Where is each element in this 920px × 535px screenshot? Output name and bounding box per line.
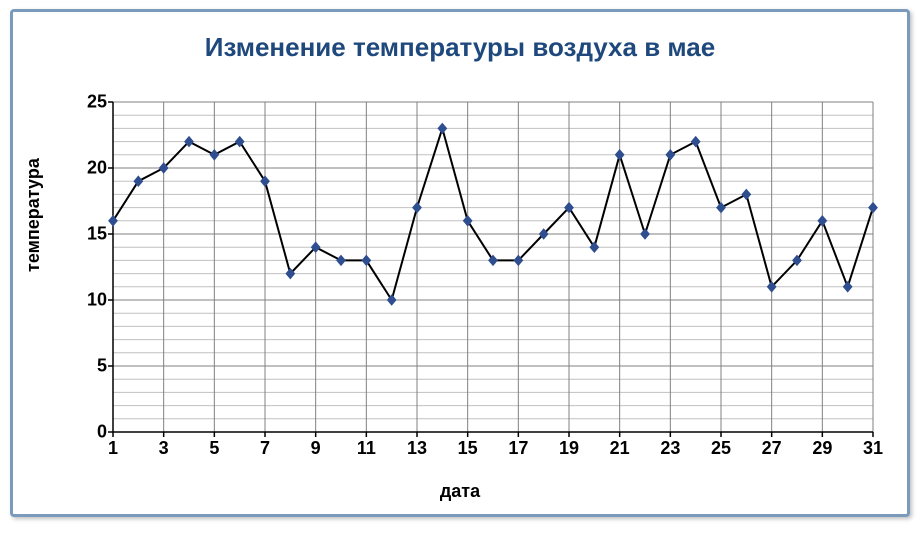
xtick-label: 9 (311, 438, 321, 459)
y-axis-label: температура (23, 158, 44, 272)
xtick-label: 29 (812, 438, 832, 459)
ytick-label: 15 (87, 224, 107, 245)
chart-frame: Изменение температуры воздуха в мае темп… (10, 9, 910, 517)
data-marker (691, 137, 700, 147)
xtick-label: 5 (209, 438, 219, 459)
xtick-label: 13 (407, 438, 427, 459)
xtick-label: 25 (711, 438, 731, 459)
ytick-label: 20 (87, 158, 107, 179)
data-marker (210, 150, 219, 160)
chart-title: Изменение температуры воздуха в мае (13, 32, 907, 63)
data-marker (413, 203, 422, 213)
data-marker (438, 123, 447, 133)
xtick-label: 11 (357, 438, 376, 459)
data-marker (666, 150, 675, 160)
ytick-label: 0 (97, 422, 107, 443)
data-marker (869, 203, 878, 213)
data-marker (843, 282, 852, 292)
data-marker (641, 229, 650, 239)
series-line (113, 128, 873, 300)
xtick-label: 23 (660, 438, 680, 459)
xtick-label: 31 (863, 438, 883, 459)
chart-svg (113, 102, 873, 432)
xtick-label: 27 (762, 438, 782, 459)
xtick-label: 21 (610, 438, 630, 459)
plot-area: 0510152025135791113151719212325272931 (113, 102, 873, 432)
xtick-label: 17 (508, 438, 528, 459)
ytick-label: 5 (97, 356, 107, 377)
ytick-label: 10 (87, 290, 107, 311)
data-marker (742, 189, 751, 199)
data-marker (615, 150, 624, 160)
xtick-label: 19 (559, 438, 579, 459)
ytick-label: 25 (87, 92, 107, 113)
x-axis-label: дата (13, 481, 907, 502)
xtick-label: 3 (159, 438, 169, 459)
xtick-label: 1 (108, 438, 118, 459)
data-marker (337, 255, 346, 265)
xtick-label: 15 (458, 438, 478, 459)
xtick-label: 7 (260, 438, 270, 459)
data-marker (717, 203, 726, 213)
